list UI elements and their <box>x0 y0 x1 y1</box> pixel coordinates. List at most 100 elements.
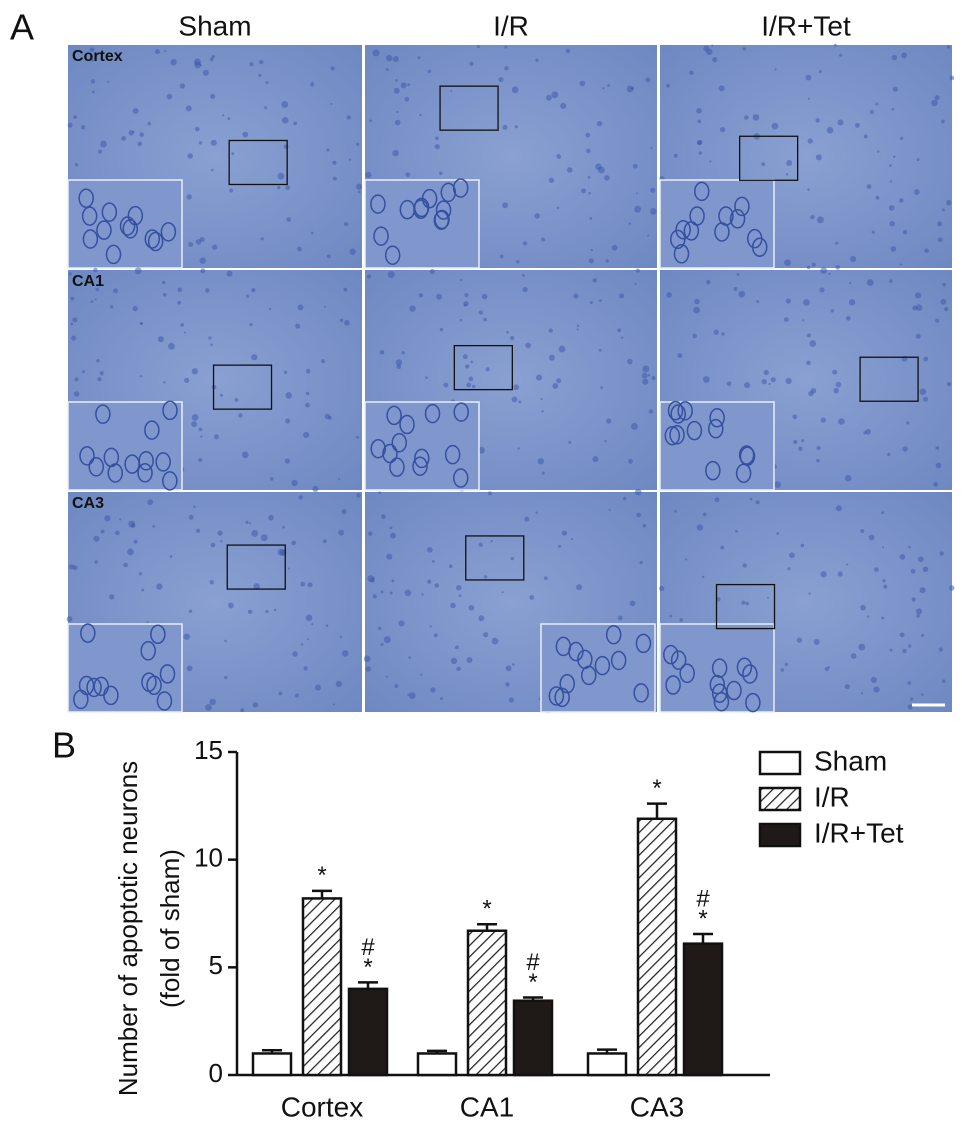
cell <box>177 300 182 305</box>
cell <box>869 109 874 115</box>
cell <box>570 537 573 541</box>
cell <box>209 698 216 706</box>
cell <box>260 237 264 241</box>
cell <box>756 300 760 304</box>
cell <box>246 294 250 298</box>
cell <box>450 657 458 665</box>
cell <box>100 140 107 148</box>
inset-box <box>465 535 525 581</box>
cell <box>541 409 544 413</box>
inset-cell <box>82 229 99 249</box>
cell <box>139 375 143 378</box>
cell <box>733 286 738 291</box>
cell <box>689 70 694 76</box>
cell <box>119 518 122 521</box>
cell <box>573 293 579 299</box>
cell <box>875 102 879 106</box>
bar <box>466 929 508 1077</box>
significance-mark: # <box>696 885 710 912</box>
cell <box>719 126 726 133</box>
cell <box>761 378 767 385</box>
cell <box>844 683 850 690</box>
cell <box>541 237 546 242</box>
cell <box>324 305 327 308</box>
inset-cell <box>739 446 756 466</box>
cell <box>193 505 196 509</box>
cell <box>188 609 193 613</box>
cell <box>899 553 906 560</box>
cell <box>154 49 160 55</box>
cell <box>195 238 202 245</box>
cell <box>433 633 438 638</box>
cell <box>198 427 203 432</box>
cell <box>749 497 753 501</box>
cell <box>240 708 245 713</box>
cell <box>741 600 746 605</box>
cell <box>813 638 820 645</box>
cell <box>770 377 776 383</box>
cell <box>355 183 363 190</box>
cell <box>502 124 508 130</box>
cell <box>939 551 944 556</box>
cell <box>866 184 872 189</box>
cell <box>466 382 472 388</box>
cell <box>714 497 720 503</box>
cell <box>396 364 402 370</box>
cell <box>429 625 432 628</box>
cell <box>590 248 593 252</box>
cell <box>806 333 811 338</box>
cell <box>900 136 904 140</box>
cell <box>285 418 291 424</box>
inset-cell <box>665 675 681 695</box>
cell <box>706 279 711 285</box>
cell <box>536 374 543 381</box>
cell <box>634 205 642 213</box>
cell <box>673 153 678 158</box>
cell <box>407 83 411 87</box>
inset-cell <box>127 205 144 226</box>
inset-box <box>738 135 799 181</box>
cell <box>112 288 118 294</box>
cell <box>284 458 291 464</box>
cell <box>784 259 791 267</box>
cell <box>576 584 583 591</box>
inset-cell <box>714 222 730 242</box>
inset-cell <box>391 432 408 453</box>
cell <box>868 534 875 541</box>
cell <box>645 77 651 83</box>
cell <box>866 615 870 618</box>
cell <box>454 645 459 650</box>
cell <box>330 66 335 71</box>
cell <box>848 299 856 306</box>
inset <box>659 623 775 713</box>
cell <box>209 57 214 62</box>
cell <box>386 54 393 62</box>
cell <box>785 298 791 304</box>
cell <box>418 293 424 298</box>
cell <box>940 298 947 305</box>
inset-box <box>715 583 776 630</box>
cell <box>372 49 380 57</box>
cell <box>281 101 289 108</box>
cell <box>642 378 649 385</box>
cell <box>922 566 929 572</box>
cell <box>916 158 920 162</box>
cell <box>946 200 952 206</box>
cell <box>389 526 393 530</box>
cell <box>908 644 912 648</box>
cell <box>558 345 566 353</box>
cell <box>107 80 110 83</box>
inset-cell <box>677 401 693 421</box>
cell <box>946 45 951 49</box>
cell <box>604 439 607 443</box>
cell <box>242 131 249 138</box>
cell <box>349 248 356 255</box>
cell <box>892 86 898 92</box>
cell <box>623 496 627 501</box>
cell <box>115 530 120 536</box>
cell <box>807 188 810 191</box>
cell <box>650 187 656 193</box>
cell <box>265 81 269 85</box>
cell <box>636 512 642 518</box>
inset-cell <box>386 405 402 426</box>
